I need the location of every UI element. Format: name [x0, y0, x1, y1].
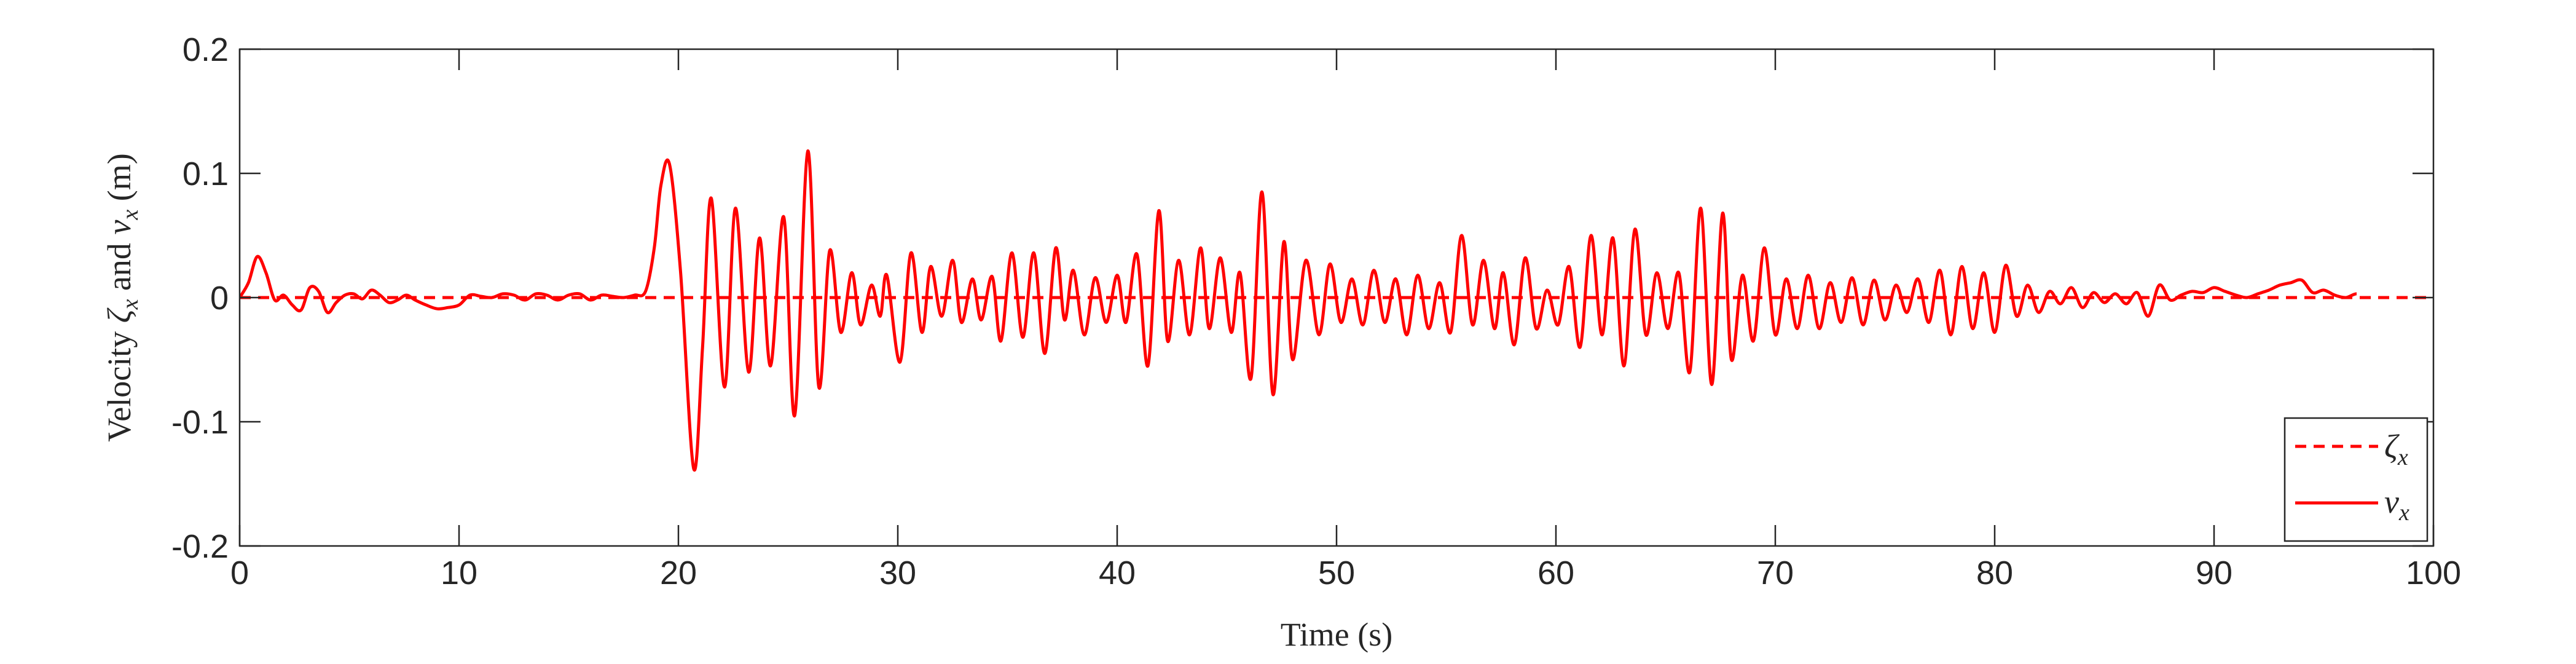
y-axis-title-prefix: Velocity: [101, 323, 138, 441]
legend-label-vx: vx: [2384, 483, 2409, 526]
ticks-layer: 0 10 20 30 40 50 60 70 80 90 100 -0.2 -0.1 0 0.1 0.2: [171, 31, 2461, 591]
y-axis-title-v: v: [101, 220, 138, 235]
legend-label-zeta: ζx: [2384, 428, 2408, 470]
y-axis-title-unit: (m): [101, 153, 138, 209]
x-tick-label-30: 30: [879, 555, 916, 591]
y-tick-label-4: 0.2: [183, 31, 229, 68]
y-axis-title-zeta: ζ: [101, 307, 138, 323]
y-axis-title-zeta-sub: x: [117, 299, 143, 310]
series-layer: [240, 149, 2433, 472]
x-tick-label-10: 10: [441, 555, 477, 591]
x-tick-label-20: 20: [660, 555, 697, 591]
legend-label-zeta-base: ζ: [2384, 428, 2400, 465]
x-tick-label-0: 0: [230, 555, 249, 591]
y-tick-label-2: 0: [210, 280, 229, 317]
y-axis-title-v-sub: x: [117, 210, 143, 221]
legend-label-zeta-sub: x: [2397, 445, 2408, 470]
y-axis-title-middle: and: [101, 235, 138, 299]
x-axis-title-unit: (s): [1357, 616, 1392, 653]
x-tick-label-40: 40: [1099, 555, 1136, 591]
y-tick-label-1: -0.1: [171, 404, 229, 441]
x-tick-label-60: 60: [1537, 555, 1574, 591]
x-axis-title: Time (s): [1281, 616, 1393, 653]
legend-box: [2283, 417, 2429, 542]
y-tick-label-0: -0.2: [171, 528, 229, 565]
legend-label-vx-sub: x: [2398, 500, 2409, 526]
series-line-v-x: [240, 149, 2357, 472]
x-tick-label-90: 90: [2196, 555, 2232, 591]
x-tick-label-100: 100: [2406, 555, 2461, 591]
x-tick-label-50: 50: [1318, 555, 1355, 591]
y-axis-title: Velocity ζx and vx (m): [101, 153, 143, 441]
x-tick-label-80: 80: [1976, 555, 2013, 591]
x-tick-label-70: 70: [1757, 555, 1794, 591]
x-axis-title-text: Time: [1281, 616, 1358, 653]
legend: ζx vx: [2283, 417, 2429, 542]
legend-label-vx-base: v: [2384, 483, 2399, 520]
y-tick-label-3: 0.1: [183, 156, 229, 192]
